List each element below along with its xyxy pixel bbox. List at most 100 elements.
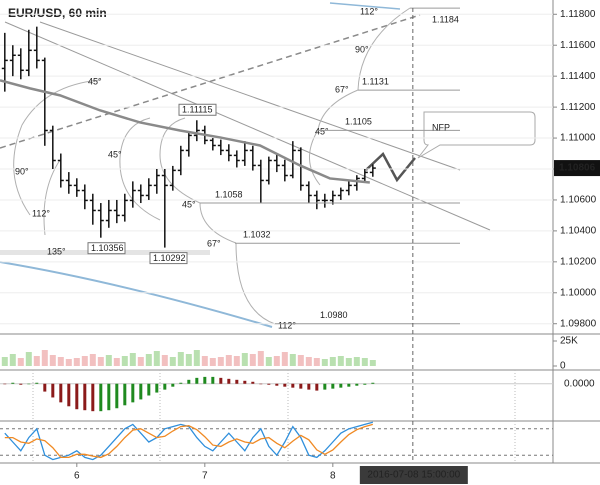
- level-label: 1.1032: [243, 230, 271, 240]
- cursor-box: [359, 466, 468, 484]
- histogram-bar: [235, 379, 239, 384]
- price-box-label: 1.10292: [153, 253, 186, 263]
- volume-bar: [17, 358, 24, 366]
- angle-label: 45°: [108, 149, 122, 159]
- x-tick-label: 7: [202, 471, 208, 482]
- histogram-bar: [43, 383, 47, 392]
- histogram-bar: [363, 383, 367, 385]
- volume-bar: [321, 359, 328, 366]
- histogram-bar: [187, 379, 191, 384]
- angle-label: 112°: [278, 320, 296, 330]
- histogram-bar: [163, 383, 167, 390]
- y-tick-label: 1.10400: [560, 226, 597, 237]
- callout: [417, 111, 536, 159]
- volume-bar: [305, 357, 312, 366]
- histogram-bar: [155, 383, 159, 393]
- histogram-bar: [347, 383, 351, 387]
- trend-line: [4, 21, 491, 231]
- volume-bar: [369, 360, 376, 366]
- moving-average: [0, 79, 370, 184]
- level-label: 1.1131: [362, 76, 389, 86]
- volume-bar: [89, 354, 96, 366]
- histogram-bar: [171, 383, 175, 387]
- gann-arc: [43, 159, 61, 236]
- price-box-label: 1.11115: [182, 105, 213, 115]
- volume-bar: [209, 358, 216, 366]
- volume-bar: [9, 354, 16, 366]
- histogram-bar: [147, 383, 151, 396]
- histogram-bar: [267, 383, 271, 385]
- volume-bar: [33, 356, 40, 366]
- volume-bar: [153, 351, 160, 366]
- histogram-bar: [307, 383, 311, 390]
- y-tick-label: 1.11200: [560, 102, 596, 113]
- volume-bar: [345, 358, 352, 366]
- price-box: [178, 103, 217, 116]
- y-tick-label: 25K: [560, 336, 578, 347]
- histogram-bar: [291, 383, 295, 388]
- histogram-bar: [275, 383, 279, 386]
- volume-bar: [73, 358, 80, 366]
- histogram-bar: [195, 377, 199, 384]
- histogram-bar: [11, 382, 15, 384]
- histogram-bar: [91, 383, 95, 412]
- histogram-bar: [299, 383, 303, 389]
- histogram-bar: [131, 383, 135, 403]
- angle-label: 135°: [47, 246, 66, 256]
- gann-arc: [199, 202, 237, 244]
- histogram-bar: [227, 378, 231, 384]
- volume-bar: [121, 356, 128, 366]
- panel-frames: [0, 0, 600, 464]
- histogram-bar: [51, 383, 55, 398]
- histogram-bar: [331, 383, 335, 389]
- volume-bar: [201, 356, 208, 366]
- volume-bar: [273, 356, 280, 366]
- trend-line: [39, 21, 461, 171]
- histogram-bar: [371, 382, 375, 384]
- volume-bar: [249, 354, 256, 366]
- level-label: 1.1184: [432, 14, 459, 24]
- volume-bar: [105, 355, 112, 366]
- gann-arc: [235, 242, 276, 325]
- histogram-bar: [75, 383, 79, 410]
- last-price-label: 1.10806: [559, 163, 596, 174]
- histogram-bar: [59, 383, 63, 403]
- volume-bar: [225, 355, 232, 366]
- histogram-bar: [283, 383, 287, 387]
- volume-bar: [49, 355, 56, 366]
- volume-bar: [177, 352, 184, 366]
- volume-bar: [329, 357, 336, 366]
- y-tick-label: 1.11800: [560, 9, 596, 20]
- volume-bar: [1, 357, 8, 366]
- dashed-trend-line: [0, 14, 421, 149]
- oscillator-line: [4, 423, 373, 459]
- histogram-bar: [219, 377, 223, 384]
- volume-bar: [313, 358, 320, 366]
- x-tick-label: 8: [330, 471, 336, 482]
- histogram-bar: [259, 383, 263, 385]
- volume-bar: [41, 350, 48, 366]
- volume-bar: [169, 357, 176, 366]
- volume-bar: [337, 356, 344, 366]
- angle-label: 112°: [32, 208, 50, 218]
- level-label: 1.0980: [320, 310, 348, 320]
- volume-bar: [129, 353, 136, 366]
- volume-bar: [65, 359, 72, 366]
- angle-label: 67°: [207, 238, 221, 248]
- angle-label: 112°: [360, 6, 378, 16]
- histogram-bar: [123, 383, 127, 406]
- histogram-bar: [67, 383, 71, 407]
- gann-arc: [357, 7, 411, 91]
- histogram-bar: [3, 383, 7, 385]
- y-tick-label: 1.10200: [560, 256, 597, 267]
- histogram-bar: [251, 381, 255, 384]
- chart-title: EUR/USD, 60 min: [8, 6, 107, 20]
- angle-label: 45°: [182, 199, 196, 209]
- histogram-bar: [315, 383, 319, 391]
- price-box-label: 1.10356: [91, 243, 124, 253]
- histogram-bar: [243, 380, 247, 384]
- volume-bar: [241, 353, 248, 366]
- histogram-bar: [139, 383, 143, 400]
- gann-arc: [159, 117, 201, 204]
- gann-arc: [119, 117, 161, 221]
